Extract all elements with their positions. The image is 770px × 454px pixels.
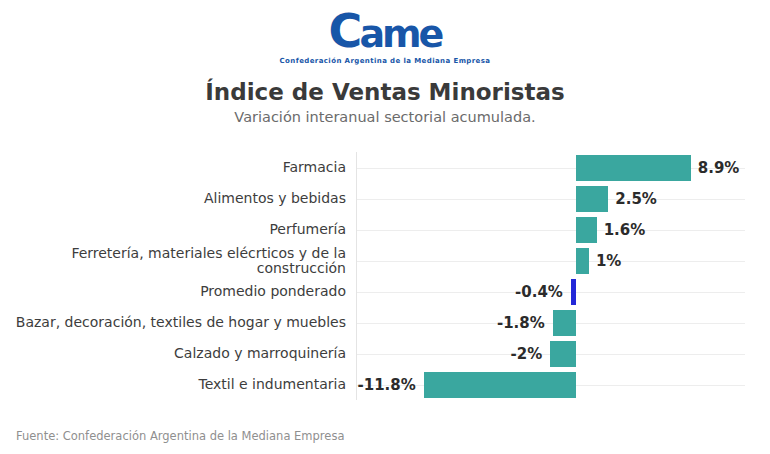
value-label: -0.4%: [515, 283, 563, 301]
plot-area-cell: 8.9%: [356, 152, 745, 183]
plot-area-cell: -1.8%: [356, 307, 745, 338]
gridline: [357, 261, 745, 262]
plot-area-cell: 1.6%: [356, 214, 745, 245]
category-label: Ferretería, materiales elécrticos y de l…: [0, 246, 356, 276]
chart-title: Índice de Ventas Minoristas: [0, 79, 770, 105]
chart-row: Perfumería 1.6%: [0, 214, 770, 245]
value-label: 2.5%: [615, 190, 657, 208]
bar: [424, 372, 576, 398]
logo-tagline: Confederación Argentina de la Mediana Em…: [0, 57, 770, 65]
gridline: [357, 323, 745, 324]
gridline: [357, 199, 745, 200]
category-label: Perfumería: [0, 222, 356, 237]
category-label: Textil e indumentaria: [0, 377, 356, 392]
infographic-canvas: Came Confederación Argentina de la Media…: [0, 0, 770, 454]
category-label: Bazar, decoración, textiles de hogar y m…: [0, 315, 356, 330]
gridline: [357, 230, 745, 231]
chart-row: Farmacia 8.9%: [0, 152, 770, 183]
bar: [576, 248, 589, 274]
bar: [550, 341, 576, 367]
plot-area-cell: -2%: [356, 338, 745, 369]
bar: [576, 217, 597, 243]
plot-area-cell: -0.4%: [356, 276, 745, 307]
category-label: Promedio ponderado: [0, 284, 356, 299]
category-label: Alimentos y bebidas: [0, 191, 356, 206]
chart-subtitle: Variación interanual sectorial acumulada…: [0, 109, 770, 125]
value-label: -11.8%: [358, 376, 416, 394]
came-logo-letter-c: C: [329, 4, 360, 58]
category-label: Calzado y marroquinería: [0, 346, 356, 361]
chart-row: Calzado y marroquinería -2%: [0, 338, 770, 369]
plot-area-cell: 2.5%: [356, 183, 745, 214]
value-label: -1.8%: [497, 314, 545, 332]
bar-highlight: [571, 279, 576, 305]
chart-row: Ferretería, materiales elécrticos y de l…: [0, 245, 770, 276]
value-label: -2%: [511, 345, 543, 363]
bar: [553, 310, 576, 336]
bar-chart: Farmacia 8.9% Alimentos y bebidas 2.5% Perfu…: [0, 152, 770, 400]
bar: [576, 155, 691, 181]
came-logo-letters-ame: ame: [359, 12, 441, 56]
value-label: 1%: [596, 252, 621, 270]
chart-row: Textil e indumentaria-11.8%: [0, 369, 770, 400]
plot-area-cell: 1%: [356, 245, 745, 276]
plot-area-cell: -11.8%: [356, 369, 745, 400]
source-note: Fuente: Confederación Argentina de la Me…: [16, 429, 344, 443]
chart-row: Promedio ponderado -0.4%: [0, 276, 770, 307]
chart-row: Alimentos y bebidas 2.5%: [0, 183, 770, 214]
value-label: 1.6%: [604, 221, 646, 239]
category-label: Farmacia: [0, 160, 356, 175]
value-label: 8.9%: [698, 159, 740, 177]
bar: [576, 186, 608, 212]
chart-row: Bazar, decoración, textiles de hogar y m…: [0, 307, 770, 338]
